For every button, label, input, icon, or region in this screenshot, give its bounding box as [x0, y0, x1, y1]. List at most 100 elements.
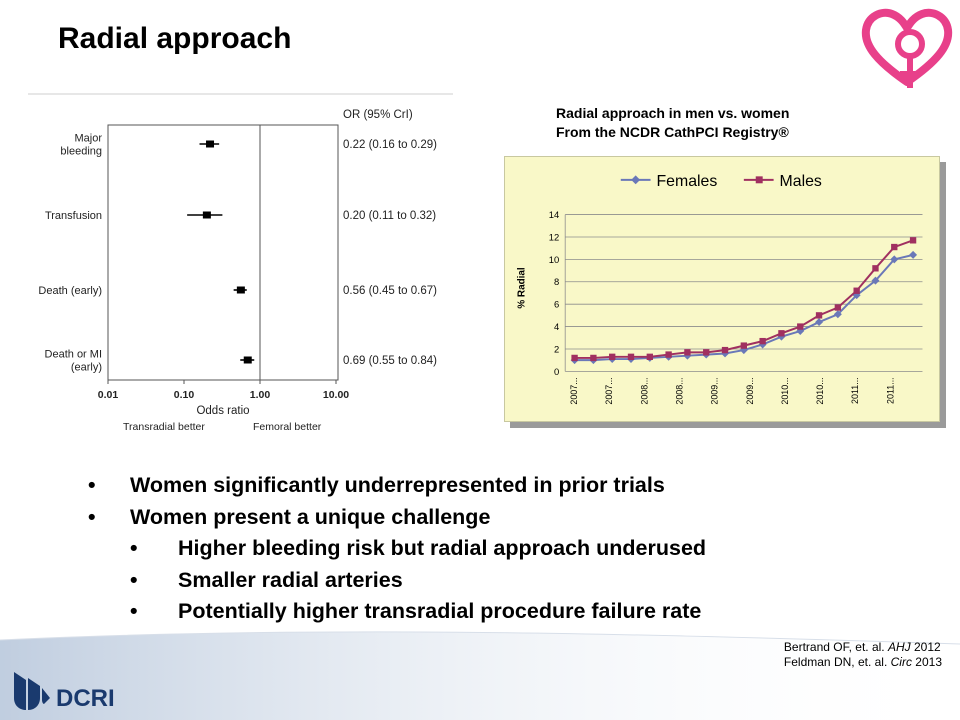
bullet-dot: • — [88, 473, 96, 497]
line-chart: Females Males 0 2 4 6 8 10 12 14 2007... 2007... 2… — [504, 156, 940, 422]
forest-plot-header: OR (95% CrI) — [343, 109, 413, 121]
chart-x-tick-label: 2010... — [780, 377, 790, 404]
forest-tick-label: 0.01 — [98, 389, 119, 401]
chart-caption: Radial approach in men vs. women From th… — [556, 104, 789, 142]
chart-y-tick-label: 10 — [549, 254, 559, 265]
chart-point — [703, 349, 710, 356]
forest-row-label: bleeding — [60, 146, 102, 158]
chart-y-tick-label: 12 — [549, 231, 559, 242]
forest-point-estimate — [206, 140, 215, 148]
footer-band — [0, 631, 960, 720]
chart-point — [833, 310, 842, 319]
forest-row: Death (early) 0.56 (0.45 to 0.67) — [38, 285, 437, 297]
chart-point — [684, 349, 691, 356]
chart-x-tick-label: 2009... — [710, 377, 720, 404]
chart-y-tick-label: 4 — [554, 321, 559, 332]
bullet-dot: • — [130, 536, 138, 560]
chart-series-males — [571, 237, 917, 362]
chart-point — [759, 337, 766, 345]
forest-row-label: Death or MI — [45, 349, 102, 361]
chart-x-tick-label: 2009... — [745, 377, 755, 404]
chart-point — [721, 346, 729, 354]
chart-point — [872, 265, 879, 272]
chart-point — [891, 243, 898, 251]
chart-point — [909, 250, 918, 259]
forest-point-estimate — [243, 356, 252, 364]
reference-line: Bertrand OF, et. al. AHJ 2012 — [783, 640, 941, 654]
chart-point — [627, 353, 635, 360]
bullet-item: • Women significantly underrepresented in… — [0, 473, 960, 505]
chart-y-tick-label: 14 — [549, 209, 559, 220]
chart-point — [797, 323, 804, 330]
forest-row-label: (early) — [71, 362, 102, 374]
chart-legend-item: Females — [620, 173, 717, 190]
chart-point — [834, 304, 842, 311]
chart-point — [609, 353, 616, 360]
bullet-text: Women significantly underrepresented in … — [130, 473, 665, 497]
forest-plot: OR (95% CrI) Major bleeding 0.22 (0.16 to … — [28, 92, 468, 442]
chart-point — [909, 237, 917, 244]
chart-x-tick-label: 2010... — [815, 377, 825, 404]
bullet-text: Potentially higher transradial procedure… — [178, 599, 702, 623]
bullet-item: • Smaller radial arteries — [0, 568, 960, 600]
bullet-item: • Women present a unique challenge — [0, 505, 960, 537]
bullet-dot: • — [130, 599, 138, 623]
forest-row-label: Death (early) — [38, 285, 102, 297]
chart-point — [890, 255, 899, 264]
chart-legend-label: Males — [780, 173, 822, 190]
forest-row: Transfusion 0.20 (0.11 to 0.32) — [45, 210, 436, 222]
chart-x-tick-label: 2007... — [569, 377, 579, 404]
bullet-item: • Higher bleeding risk but radial approac… — [0, 536, 960, 568]
chart-point — [815, 312, 823, 319]
chart-y-tick-label: 8 — [554, 276, 559, 287]
forest-point-estimate — [236, 286, 245, 294]
chart-point — [665, 351, 672, 358]
bullet-item: • Potentially higher transradial procedur… — [0, 599, 960, 631]
forest-plot-better-right: Femoral better — [253, 421, 322, 433]
chart-x-tick-label: 2007... — [604, 377, 614, 404]
chart-x-tick-label: 2008... — [639, 377, 649, 404]
bullet-list: • Women significantly underrepresented in… — [0, 473, 960, 631]
bullet-text: Higher bleeding risk but radial approach… — [178, 536, 707, 560]
chart-caption-line2: From the NCDR CathPCI Registry® — [556, 124, 789, 140]
bullet-text: Smaller radial arteries — [178, 567, 403, 592]
chart-x-tick-label: 2008... — [674, 377, 684, 404]
references: Bertrand OF, et. al. AHJ 2012 Feldman DN,… — [784, 640, 942, 670]
bullet-dot: • — [130, 567, 138, 592]
chart-x-tick-label: 2011... — [850, 377, 860, 404]
chart-point — [871, 276, 880, 285]
bullet-dot: • — [88, 504, 96, 529]
chart-y-tick-label: 0 — [554, 366, 559, 377]
chart-point — [590, 354, 597, 362]
forest-plot-better-left: Transradial better — [123, 421, 205, 433]
forest-row-value: 0.22 (0.16 to 0.29) — [343, 139, 437, 151]
forest-point-estimate — [202, 211, 211, 219]
chart-point — [815, 318, 824, 327]
chart-caption-line1: Radial approach in men vs. women — [556, 105, 790, 121]
forest-row-value: 0.69 (0.55 to 0.84) — [343, 355, 437, 367]
chart-point — [740, 342, 748, 349]
reference-line: Feldman DN, et. al. Circ 2013 — [783, 655, 942, 669]
forest-row: Death or MI(early) 0.69 (0.55 to 0.84) — [45, 349, 438, 374]
chart-legend-label: Females — [656, 173, 717, 190]
chart-series-line — [574, 239, 914, 359]
chart-point — [778, 330, 785, 337]
forest-tick-label: 1.00 — [250, 389, 271, 401]
dcri-logo-icon: DCRI — [14, 672, 115, 712]
chart-point — [571, 354, 578, 362]
chart-y-tick-label: 6 — [554, 299, 559, 310]
forest-tick-label: 10.00 — [323, 389, 349, 401]
chart-point — [646, 353, 653, 360]
chart-legend-item: Males — [743, 173, 822, 190]
forest-plot-xlabel: Odds ratio — [196, 405, 249, 417]
forest-row-value: 0.20 (0.11 to 0.32) — [343, 210, 436, 222]
dcri-logo-text: DCRI — [56, 685, 115, 712]
forest-row-label: Transfusion — [45, 210, 102, 222]
forest-row-value: 0.56 (0.45 to 0.67) — [343, 285, 437, 297]
slide-title: Radial approach — [58, 22, 292, 55]
chart-ylabel: % Radial — [516, 267, 527, 309]
chart-y-tick-label: 2 — [554, 343, 559, 354]
bullet-text: Women present a unique challenge — [130, 504, 491, 529]
women-heart-logo-icon — [861, 8, 953, 88]
